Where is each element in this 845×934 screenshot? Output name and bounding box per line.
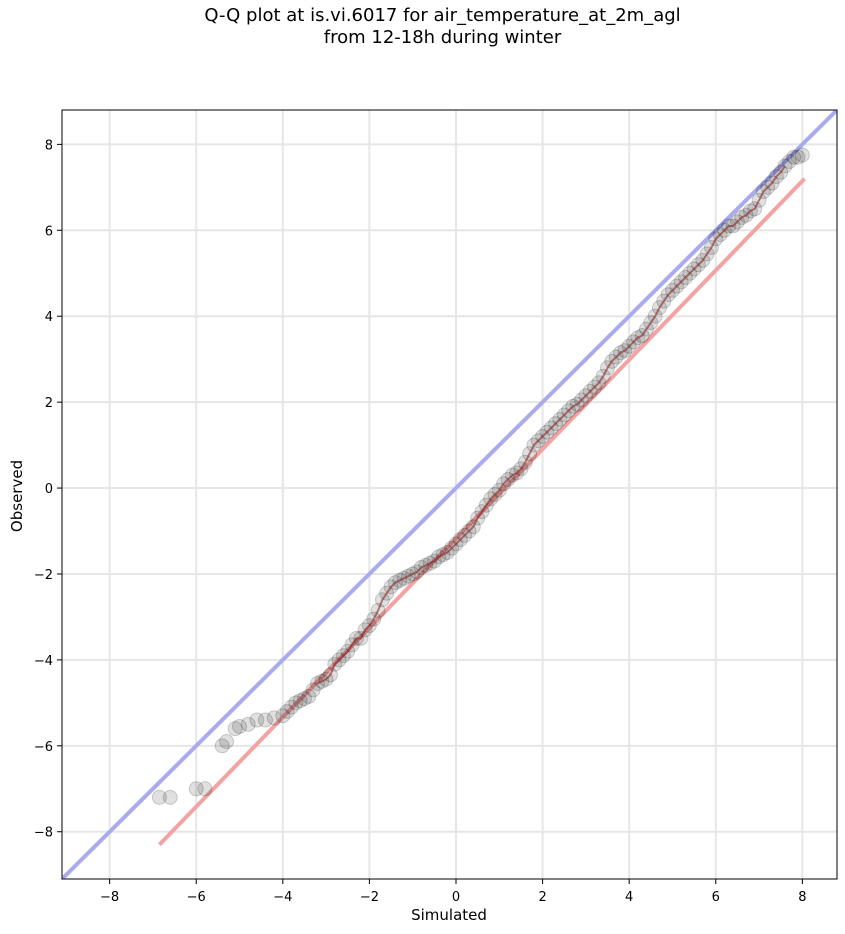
x-tick-label: −4 xyxy=(273,890,292,905)
data-point xyxy=(279,703,295,719)
y-tick-label: −8 xyxy=(34,826,53,841)
plot-frame xyxy=(61,109,838,880)
y-tick-label: 8 xyxy=(45,138,53,153)
y-axis: −8 −6 −4 −2 0 2 4 6 8 xyxy=(34,138,62,841)
data-point xyxy=(288,695,304,711)
data-point xyxy=(188,781,204,797)
x-tick-label: 4 xyxy=(625,890,633,905)
x-tick-label: 2 xyxy=(538,890,546,905)
y-tick-label: 0 xyxy=(45,482,53,497)
data-point xyxy=(781,154,797,170)
y-tick-label: 2 xyxy=(45,396,53,411)
data-point xyxy=(257,712,273,728)
x-tick-label: −2 xyxy=(360,890,379,905)
data-point xyxy=(214,738,230,754)
data-point xyxy=(305,682,321,698)
x-axis: −8 −6 −4 −2 0 2 4 6 8 xyxy=(100,879,807,905)
y-tick-label: −6 xyxy=(34,740,53,755)
y-tick-label: −2 xyxy=(34,568,53,583)
x-axis-label: Simulated xyxy=(411,906,487,924)
data-point xyxy=(790,149,806,165)
data-point xyxy=(232,718,248,734)
y-tick-label: 6 xyxy=(45,224,53,239)
data-point xyxy=(227,721,243,737)
data-point xyxy=(283,699,299,715)
data-point xyxy=(301,688,317,704)
data-point xyxy=(292,693,308,709)
x-tick-label: 8 xyxy=(798,890,806,905)
x-tick-label: −8 xyxy=(100,890,119,905)
data-point xyxy=(296,691,312,707)
y-tick-label: 4 xyxy=(45,310,53,325)
data-point xyxy=(151,789,167,805)
data-point xyxy=(794,147,810,163)
data-point xyxy=(162,789,178,805)
data-point xyxy=(249,712,265,728)
data-point xyxy=(219,734,235,750)
grid xyxy=(62,110,837,879)
x-tick-label: 6 xyxy=(712,890,720,905)
plot-area xyxy=(62,110,837,879)
data-point xyxy=(197,781,213,797)
chart-title-line-2: from 12-18h during winter xyxy=(323,27,562,48)
trend-line xyxy=(317,165,786,685)
x-tick-label: 0 xyxy=(452,890,460,905)
chart-title-line-1: Q-Q plot at is.vi.6017 for air_temperatu… xyxy=(204,5,681,26)
y-tick-label: −4 xyxy=(34,654,53,669)
data-point xyxy=(240,716,256,732)
data-point xyxy=(275,708,291,724)
identity-line xyxy=(62,110,837,879)
y-axis-label: Observed xyxy=(8,460,26,532)
chart-title: Q-Q plot at is.vi.6017 for air_temperatu… xyxy=(0,5,845,49)
data-point xyxy=(266,710,282,726)
data-point xyxy=(786,149,802,165)
x-tick-label: −6 xyxy=(187,890,206,905)
